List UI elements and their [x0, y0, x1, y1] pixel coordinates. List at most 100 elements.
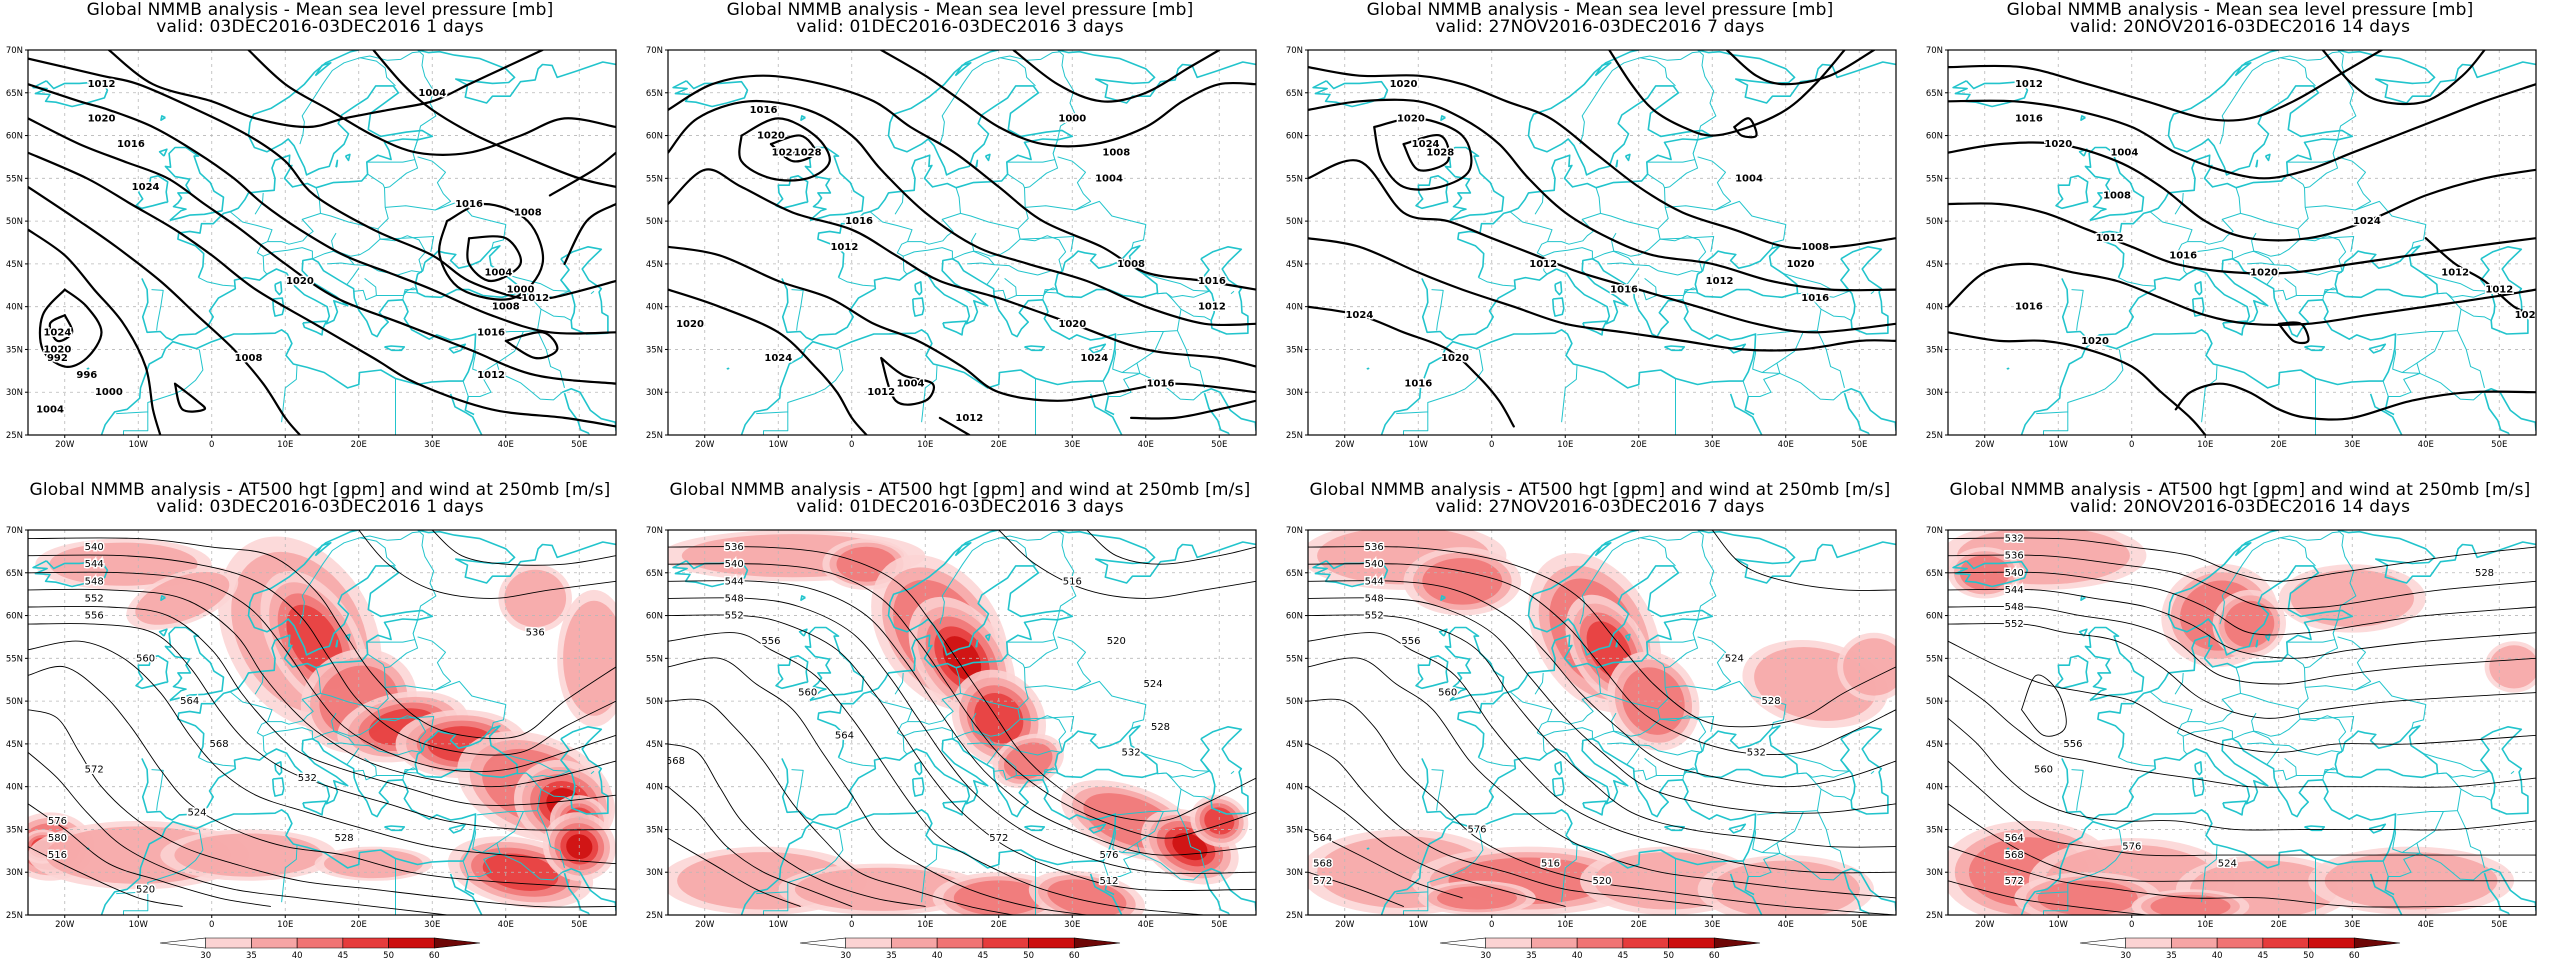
country-border	[2247, 262, 2275, 266]
country-border	[1870, 290, 1875, 295]
contour-label: 1008	[2103, 190, 2131, 201]
lon-label: 10W	[1409, 920, 1429, 930]
coastline	[775, 175, 809, 210]
contour-labels: 1016102010241028101210161008100410001008…	[675, 103, 1228, 425]
lat-label: 30N	[1286, 868, 1303, 878]
country-border	[364, 278, 377, 296]
lon-label: 30E	[1064, 440, 1080, 450]
country-border	[791, 289, 804, 331]
map-frame	[667, 49, 1257, 436]
coastline	[775, 655, 809, 690]
axes: 70N 65N 60N 55N 50N 45N 40N 35N 30N 25N 20W 10W 0 10E…	[646, 526, 1228, 930]
isobar	[668, 99, 1256, 327]
country-border	[389, 139, 419, 188]
country-border	[756, 349, 844, 415]
coastline	[1415, 175, 1449, 210]
lon-label: 10W	[1409, 440, 1429, 450]
country-border	[468, 372, 501, 397]
contour-label: 1016	[455, 199, 483, 210]
lat-label: 30N	[1926, 868, 1943, 878]
lat-label: 50N	[6, 697, 23, 707]
height-contour	[1948, 760, 2536, 857]
country-border	[462, 380, 469, 397]
coastline	[2055, 655, 2089, 690]
lat-label: 35N	[1926, 345, 1943, 355]
colorbar-swatch	[799, 937, 847, 949]
country-border	[1613, 228, 1661, 257]
lat-label: 70N	[646, 46, 663, 56]
country-border	[2392, 331, 2444, 373]
height-contour	[358, 530, 616, 599]
country-border	[462, 860, 469, 877]
coastline	[302, 800, 328, 816]
map-area: 1016102010241028100410081012101610201024…	[1308, 50, 1896, 435]
lon-label: 50E	[571, 920, 587, 930]
lon-label: 40E	[1138, 440, 1154, 450]
isobar	[2174, 382, 2536, 421]
coastline	[804, 146, 865, 222]
contour-label: 520	[1107, 636, 1126, 647]
coastline	[314, 62, 332, 77]
country-border	[267, 667, 321, 725]
coastline	[1952, 560, 2029, 588]
colorbar-label: 60	[2349, 951, 2360, 960]
wind-area	[1422, 558, 1503, 605]
coastline	[164, 146, 225, 222]
height-contour	[28, 751, 448, 915]
coastline	[1366, 847, 1370, 850]
coastline	[1664, 825, 1686, 832]
contour-label: 996	[76, 370, 97, 381]
lon-label: 10W	[769, 920, 789, 930]
coastlines	[32, 530, 616, 915]
isobar	[1948, 141, 2536, 242]
lon-label: 10E	[917, 440, 933, 450]
height-contour	[1948, 605, 2536, 685]
contour-label: 560	[798, 688, 817, 699]
country-border	[1136, 842, 1203, 881]
wind-area	[174, 833, 323, 877]
coastline	[2368, 823, 2387, 834]
colorbar-swatch	[388, 937, 435, 949]
coastline	[2020, 258, 2397, 435]
lat-label: 70N	[646, 526, 663, 536]
contour-label: 1016	[1390, 79, 1418, 90]
panel-title: Global NMMB analysis - Mean sea level pr…	[1920, 2, 2560, 36]
country-border	[2300, 235, 2347, 271]
lon-label: 20E	[991, 920, 1007, 930]
country-border	[2324, 287, 2338, 293]
coastline	[464, 396, 475, 416]
coastline	[2337, 50, 2536, 104]
lon-label: 50E	[2491, 920, 2507, 930]
title-line: Global NMMB analysis - AT500 hgt [gpm] a…	[1309, 480, 1891, 500]
country-border	[1004, 278, 1017, 296]
country-border	[1052, 619, 1059, 634]
country-border	[994, 289, 1017, 301]
country-border	[1180, 788, 1212, 801]
country-border	[1669, 139, 1699, 188]
axes: 70N 65N 60N 55N 50N 45N 40N 35N 30N 25N 20W 10W 0 10E…	[1926, 526, 2508, 930]
country-border	[1660, 236, 1715, 252]
country-border	[2355, 680, 2427, 729]
contour-label: 1004	[897, 379, 925, 390]
colorbar-label: 35	[1526, 951, 1537, 960]
lat-label: 65N	[6, 569, 23, 579]
country-border	[2297, 750, 2343, 756]
lon-label: 40E	[1778, 440, 1794, 450]
country-border	[327, 742, 355, 746]
contour-label: 1012	[1706, 276, 1734, 287]
wind-area	[1843, 638, 1896, 696]
contour-label: 568	[1313, 859, 1332, 870]
country-border	[2036, 829, 2124, 895]
country-border	[1782, 752, 1850, 772]
contour-label: 576	[48, 816, 67, 827]
country-border	[1142, 272, 1210, 292]
coastline	[1203, 392, 1230, 435]
coastline	[2080, 115, 2086, 121]
lon-label: 10E	[917, 920, 933, 930]
lat-label: 30N	[646, 868, 663, 878]
country-border	[1640, 537, 1676, 567]
wind-shading	[1308, 530, 1896, 915]
lon-label: 30E	[1704, 440, 1720, 450]
country-border	[1748, 372, 1781, 397]
wind-colorbar: 30 35 40 45 50 60	[2079, 937, 2401, 960]
